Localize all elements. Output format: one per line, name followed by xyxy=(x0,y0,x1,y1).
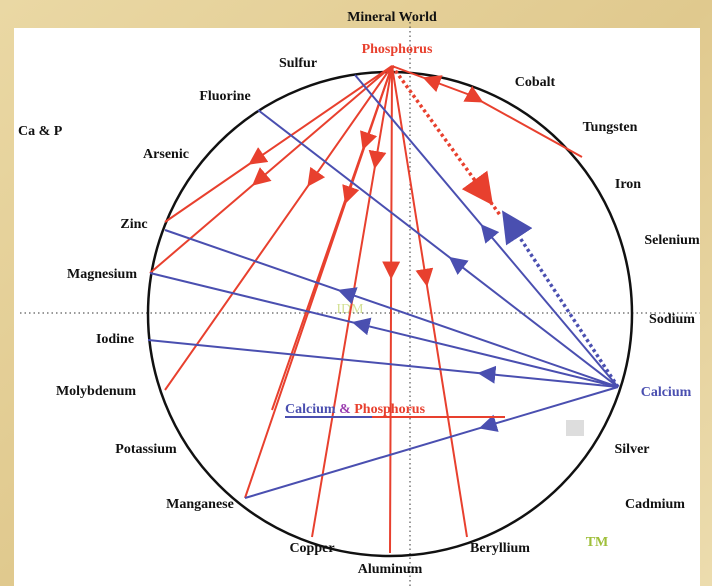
link xyxy=(390,64,502,217)
icon xyxy=(566,420,584,436)
mineral-label: Manganese xyxy=(166,497,234,512)
mineral-label: Fluorine xyxy=(199,89,250,104)
caption-amp: & xyxy=(339,402,351,417)
link xyxy=(164,229,619,388)
link xyxy=(164,65,393,391)
title: Mineral World xyxy=(347,10,437,25)
link xyxy=(311,65,393,538)
mineral-label: Tungsten xyxy=(583,120,638,135)
mineral-label: Zinc xyxy=(120,217,147,232)
mineral-label: Iron xyxy=(615,177,641,192)
mineral-label: Molybdenum xyxy=(56,384,136,399)
trademark: TM xyxy=(586,535,609,550)
mineral-label: Phosphorus xyxy=(362,42,433,57)
mineral-label: Silver xyxy=(615,442,650,457)
link xyxy=(164,65,393,223)
link xyxy=(147,339,619,388)
caption-calcium: Calcium xyxy=(285,402,336,417)
mineral-label: Sulfur xyxy=(279,56,317,71)
link xyxy=(149,65,393,274)
link xyxy=(382,65,401,554)
link xyxy=(244,65,393,499)
mineral-label: Copper xyxy=(289,541,334,556)
mineral-label: Magnesium xyxy=(67,267,137,282)
mineral-label: Sodium xyxy=(649,312,695,327)
mineral-label: Beryllium xyxy=(470,541,530,556)
caption: Calcium & Phosphorus xyxy=(285,402,426,417)
link xyxy=(244,386,619,499)
mineral-label: Selenium xyxy=(644,233,700,248)
panel xyxy=(14,28,700,586)
mineral-label: Calcium xyxy=(641,385,692,400)
link xyxy=(149,272,619,388)
mineral-label: Aluminum xyxy=(358,562,423,577)
mineral-label: Cadmium xyxy=(625,497,685,512)
link xyxy=(257,109,619,388)
link xyxy=(463,85,583,158)
links xyxy=(147,64,620,554)
link xyxy=(391,65,471,96)
logo: Ca & P xyxy=(18,124,63,139)
mineral-label: Iodine xyxy=(96,332,134,347)
mineral-label: Potassium xyxy=(115,442,177,457)
link xyxy=(391,65,468,538)
caption-phosphorus: Phosphorus xyxy=(354,402,425,417)
mineral-label: Cobalt xyxy=(515,75,556,90)
link xyxy=(354,74,619,388)
labels: Phosphorus Sulfur Cobalt Fluorine Tungsten Ar… xyxy=(56,42,700,577)
mineral-label: Arsenic xyxy=(143,147,189,162)
